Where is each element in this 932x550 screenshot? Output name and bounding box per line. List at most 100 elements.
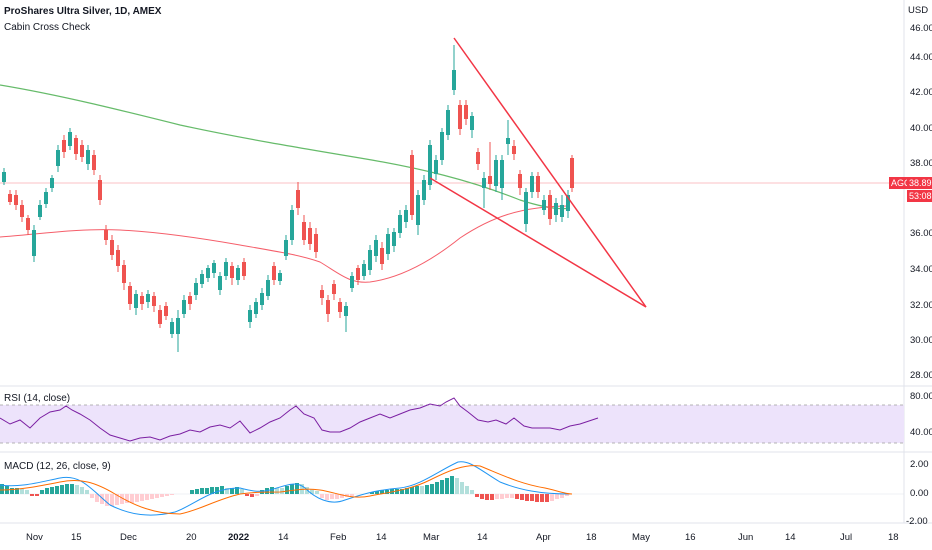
candle[interactable] [452, 45, 456, 95]
candle[interactable] [398, 210, 402, 238]
candle[interactable] [68, 128, 72, 150]
candle[interactable] [548, 190, 552, 225]
candle[interactable] [32, 225, 36, 262]
candle[interactable] [200, 270, 204, 288]
symbol-title[interactable]: ProShares Ultra Silver, 1D, AMEX [4, 6, 162, 17]
candle[interactable] [560, 195, 564, 222]
candle[interactable] [530, 172, 534, 198]
candle[interactable] [410, 150, 414, 220]
candle[interactable] [2, 168, 6, 185]
candle[interactable] [290, 205, 294, 245]
candle[interactable] [368, 245, 372, 275]
signal-line[interactable] [0, 465, 573, 515]
candle[interactable] [230, 262, 234, 285]
candle[interactable] [374, 235, 378, 262]
candle[interactable] [212, 260, 216, 278]
candle[interactable] [446, 105, 450, 140]
rsi-line[interactable] [0, 397, 599, 442]
candle[interactable] [104, 225, 108, 245]
candle[interactable] [158, 305, 162, 328]
macd-line[interactable] [0, 461, 571, 516]
candle[interactable] [554, 198, 558, 222]
candle[interactable] [38, 200, 42, 220]
candle[interactable] [362, 260, 366, 280]
candle[interactable] [140, 292, 144, 310]
candle[interactable] [62, 135, 66, 158]
candle[interactable] [392, 228, 396, 252]
candle[interactable] [458, 100, 462, 135]
macd-histogram[interactable] [0, 476, 569, 506]
candle[interactable] [266, 275, 270, 300]
candle[interactable] [146, 290, 150, 308]
candle[interactable] [122, 260, 126, 290]
candle[interactable] [314, 228, 318, 258]
candle[interactable] [56, 145, 60, 172]
candle[interactable] [356, 265, 360, 285]
candle[interactable] [338, 298, 342, 318]
candle[interactable] [434, 155, 438, 180]
candle[interactable] [128, 282, 132, 310]
candle[interactable] [254, 298, 258, 318]
candle[interactable] [494, 155, 498, 192]
candle[interactable] [332, 280, 336, 300]
candle[interactable] [326, 295, 330, 322]
candle[interactable] [74, 135, 78, 160]
candle[interactable] [188, 292, 192, 310]
candle[interactable] [416, 190, 420, 235]
candle[interactable] [8, 190, 12, 205]
candle[interactable] [524, 188, 528, 232]
candle[interactable] [488, 142, 492, 190]
candle[interactable] [380, 242, 384, 270]
candle[interactable] [194, 278, 198, 300]
candle[interactable] [242, 258, 246, 280]
indicator-name[interactable]: Cabin Cross Check [4, 22, 91, 33]
candle[interactable] [218, 272, 222, 295]
falling-wedge-drawing[interactable] [429, 37, 647, 308]
candle[interactable] [50, 175, 54, 192]
candle[interactable] [464, 100, 468, 125]
candle[interactable] [170, 318, 174, 338]
candle[interactable] [176, 310, 180, 352]
candle[interactable] [566, 190, 570, 218]
candle[interactable] [542, 195, 546, 215]
candle[interactable] [350, 272, 354, 292]
candle[interactable] [470, 112, 474, 138]
candle[interactable] [428, 140, 432, 190]
candle[interactable] [26, 215, 30, 235]
macd-title[interactable]: MACD (12, 26, close, 9) [4, 461, 111, 472]
candle[interactable] [86, 145, 90, 170]
candle[interactable] [570, 155, 574, 192]
candle[interactable] [110, 235, 114, 260]
candle[interactable] [98, 175, 102, 205]
candle[interactable] [278, 270, 282, 285]
candle[interactable] [500, 155, 504, 200]
last-price-tag[interactable]: 38.89 [907, 177, 932, 189]
candle[interactable] [260, 288, 264, 310]
candle[interactable] [482, 172, 486, 208]
candle[interactable] [20, 200, 24, 222]
rsi-title[interactable]: RSI (14, close) [4, 393, 71, 404]
candle[interactable] [164, 302, 168, 320]
candle[interactable] [320, 285, 324, 305]
candle[interactable] [272, 262, 276, 285]
candle[interactable] [206, 265, 210, 282]
candle[interactable] [248, 305, 252, 328]
candle[interactable] [92, 150, 96, 175]
candle[interactable] [44, 188, 48, 208]
candle[interactable] [404, 205, 408, 228]
candle[interactable] [344, 302, 348, 332]
candle[interactable] [476, 148, 480, 170]
candlesticks[interactable] [2, 45, 574, 352]
candle[interactable] [224, 258, 228, 280]
candle[interactable] [14, 190, 18, 210]
candle[interactable] [308, 222, 312, 250]
last-price-symbol-tag[interactable]: AGQ [889, 177, 912, 189]
candle[interactable] [506, 120, 510, 155]
candle[interactable] [422, 175, 426, 205]
candle[interactable] [116, 245, 120, 272]
candle[interactable] [518, 170, 522, 195]
candle[interactable] [284, 235, 288, 260]
candle[interactable] [386, 228, 390, 260]
candle[interactable] [152, 292, 156, 312]
